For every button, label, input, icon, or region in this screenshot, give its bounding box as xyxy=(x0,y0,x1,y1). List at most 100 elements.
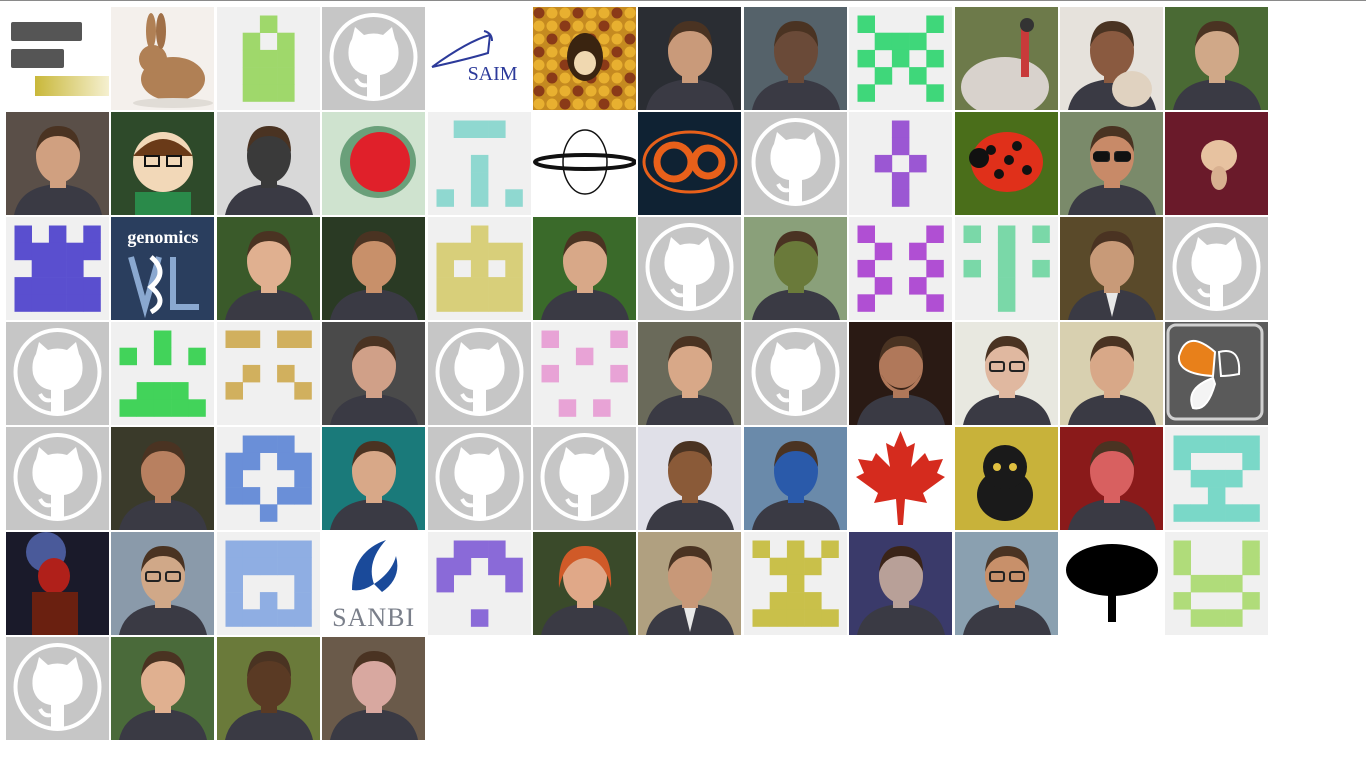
contributor-avatar-73[interactable] xyxy=(6,637,109,740)
contributor-avatar-40[interactable] xyxy=(322,322,426,425)
avatar-photo xyxy=(6,112,109,215)
contributor-avatar-42[interactable] xyxy=(532,322,636,425)
github-octocat-icon xyxy=(638,217,742,320)
contributor-avatar-1[interactable] xyxy=(6,7,109,110)
contributor-avatar-4[interactable] xyxy=(322,7,426,110)
contributor-avatar-3[interactable] xyxy=(216,7,320,110)
contributor-avatar-75[interactable] xyxy=(216,637,320,740)
avatar-photo xyxy=(6,532,109,635)
contributor-avatar-63[interactable] xyxy=(216,532,320,635)
avatar-photo xyxy=(954,532,1058,635)
contributor-avatar-60[interactable] xyxy=(1165,427,1269,530)
contributor-avatar-69[interactable] xyxy=(849,532,953,635)
contributor-avatar-44[interactable] xyxy=(743,322,847,425)
contributor-avatar-15[interactable] xyxy=(216,112,320,215)
contributor-avatar-48[interactable] xyxy=(1165,322,1269,425)
contributor-avatar-2[interactable] xyxy=(111,7,215,110)
contributor-avatar-76[interactable] xyxy=(322,637,426,740)
contributor-avatar-20[interactable] xyxy=(743,112,847,215)
contributor-avatar-14[interactable] xyxy=(111,112,215,215)
contributor-avatar-22[interactable] xyxy=(954,112,1058,215)
contributor-avatar-31[interactable] xyxy=(638,217,742,320)
contributor-avatar-38[interactable] xyxy=(111,322,215,425)
contributor-avatar-35[interactable] xyxy=(1059,217,1163,320)
contributor-avatar-68[interactable] xyxy=(743,532,847,635)
github-octocat-icon xyxy=(743,112,847,215)
contributor-avatar-17[interactable] xyxy=(427,112,531,215)
contributor-avatar-62[interactable] xyxy=(111,532,215,635)
bars-logo xyxy=(6,7,109,110)
contributor-avatar-16[interactable] xyxy=(322,112,426,215)
contributor-avatar-53[interactable] xyxy=(427,427,531,530)
contributor-avatar-43[interactable] xyxy=(638,322,742,425)
contributor-avatar-33[interactable] xyxy=(849,217,953,320)
avatar-photo xyxy=(111,532,215,635)
contributor-avatar-13[interactable] xyxy=(6,112,109,215)
contributor-avatar-67[interactable] xyxy=(638,532,742,635)
contributor-avatar-54[interactable] xyxy=(532,427,636,530)
contributor-avatar-64[interactable]: SANBI xyxy=(322,532,426,635)
identicon-image xyxy=(216,532,320,635)
contributor-avatar-57[interactable] xyxy=(849,427,953,530)
contributor-avatar-7[interactable] xyxy=(638,7,742,110)
contributor-avatar-65[interactable] xyxy=(427,532,531,635)
avatar-photo xyxy=(111,7,215,110)
contributor-avatar-8[interactable] xyxy=(743,7,847,110)
contributor-avatar-58[interactable] xyxy=(954,427,1058,530)
contributor-avatar-72[interactable] xyxy=(1165,532,1269,635)
avatar-photo xyxy=(322,322,426,425)
contributor-avatar-41[interactable] xyxy=(427,322,531,425)
contributor-avatar-28[interactable] xyxy=(322,217,426,320)
contributor-avatar-39[interactable] xyxy=(216,322,320,425)
contributor-avatar-37[interactable] xyxy=(6,322,109,425)
contributor-avatar-59[interactable] xyxy=(1059,427,1163,530)
planet-logo xyxy=(532,112,636,215)
contributor-avatar-74[interactable] xyxy=(111,637,215,740)
contributor-avatar-32[interactable] xyxy=(743,217,847,320)
contributor-avatar-50[interactable] xyxy=(111,427,215,530)
identicon-image xyxy=(111,322,215,425)
contributor-avatar-49[interactable] xyxy=(6,427,109,530)
contributor-avatar-56[interactable] xyxy=(743,427,847,530)
contributor-avatar-45[interactable] xyxy=(849,322,953,425)
contributor-avatar-66[interactable] xyxy=(532,532,636,635)
contributor-avatar-23[interactable] xyxy=(1059,112,1163,215)
contributor-avatar-9[interactable] xyxy=(849,7,953,110)
contributor-avatar-19[interactable] xyxy=(638,112,742,215)
contributor-avatar-61[interactable] xyxy=(6,532,109,635)
contributor-avatar-27[interactable] xyxy=(216,217,320,320)
contributor-avatar-51[interactable] xyxy=(216,427,320,530)
identicon-image xyxy=(427,217,531,320)
contributor-avatar-21[interactable] xyxy=(849,112,953,215)
contributor-avatar-47[interactable] xyxy=(1059,322,1163,425)
avatar-photo xyxy=(954,322,1058,425)
identicon-image xyxy=(427,112,531,215)
identicon-image xyxy=(427,532,531,635)
contributor-avatar-26[interactable]: genomics xyxy=(111,217,215,320)
tree-logo xyxy=(1059,532,1163,635)
contributor-avatar-12[interactable] xyxy=(1165,7,1269,110)
contributor-avatar-24[interactable] xyxy=(1165,112,1269,215)
contributor-avatar-70[interactable] xyxy=(954,532,1058,635)
avatar-photo xyxy=(743,427,847,530)
github-octocat-icon xyxy=(743,322,847,425)
identicon-image xyxy=(849,7,953,110)
avatar-photo xyxy=(1165,7,1269,110)
contributor-avatar-52[interactable] xyxy=(322,427,426,530)
contributor-avatar-36[interactable] xyxy=(1165,217,1269,320)
contributor-avatar-55[interactable] xyxy=(638,427,742,530)
contributor-avatar-71[interactable] xyxy=(1059,532,1163,635)
contributor-avatar-29[interactable] xyxy=(427,217,531,320)
contributor-avatar-34[interactable] xyxy=(954,217,1058,320)
contributor-avatar-5[interactable]: SAIM xyxy=(427,7,531,110)
contributor-avatar-6[interactable] xyxy=(532,7,636,110)
contributor-avatar-11[interactable] xyxy=(1059,7,1163,110)
identicon-image xyxy=(1165,427,1269,530)
avatar-photo xyxy=(322,217,426,320)
contributor-avatar-25[interactable] xyxy=(6,217,109,320)
identicon-image xyxy=(216,322,320,425)
contributor-avatar-10[interactable] xyxy=(954,7,1058,110)
contributor-avatar-30[interactable] xyxy=(532,217,636,320)
contributor-avatar-46[interactable] xyxy=(954,322,1058,425)
contributor-avatar-18[interactable] xyxy=(532,112,636,215)
